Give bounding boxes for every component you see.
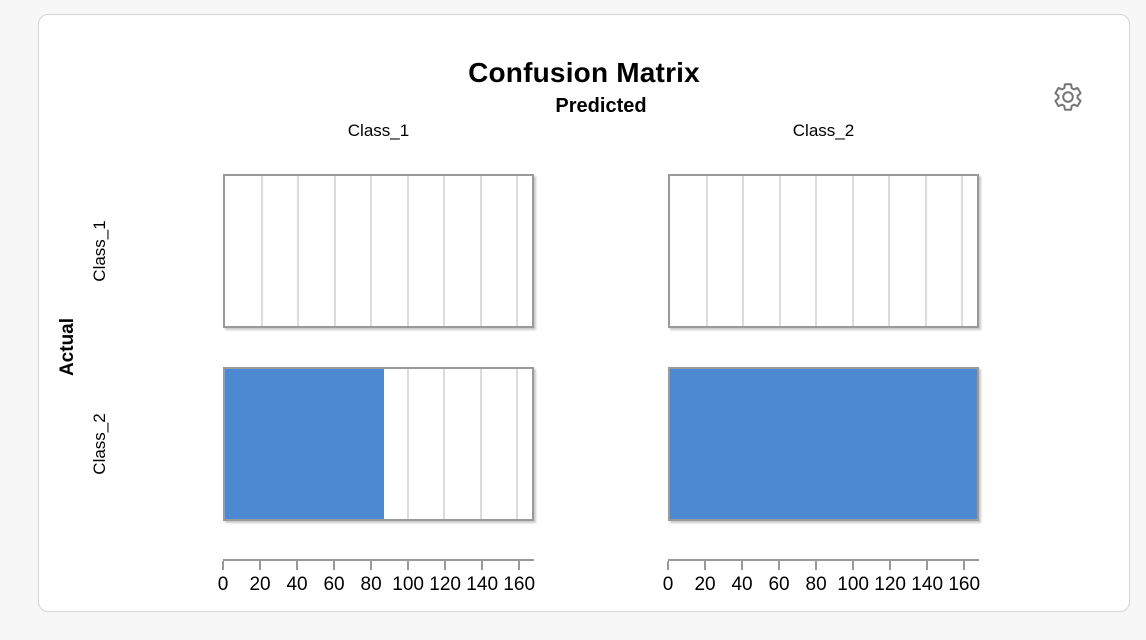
x-axis-tick-label: 140	[466, 574, 499, 595]
x-axis-tick-label: 0	[662, 574, 674, 595]
x-axis-tick	[704, 561, 707, 570]
x-axis-tick-label: 160	[948, 574, 981, 595]
x-axis-tick	[667, 561, 669, 570]
matrix-cell-actual-class1-predicted-class1	[223, 174, 534, 328]
gridline	[516, 369, 519, 519]
x-axis-tick-label: 20	[694, 574, 716, 595]
row-header-class-2: Class_2	[90, 413, 109, 475]
x-axis-tick	[222, 561, 224, 570]
column-header-class-1: Class_1	[347, 121, 410, 140]
chart-title: Confusion Matrix	[468, 57, 700, 88]
gridline	[888, 176, 891, 326]
x-axis-tick-label: 100	[837, 574, 869, 595]
x-axis-tick-label: 20	[249, 574, 271, 595]
gridline	[297, 176, 300, 326]
x-axis-tick-label: 40	[731, 574, 753, 595]
count-bar	[670, 369, 977, 519]
gridline	[406, 369, 409, 519]
x-axis-tick	[444, 561, 447, 570]
x-axis-class-2: 0 20 40 60 80 100 120 140 160	[663, 559, 981, 605]
gridline	[924, 176, 927, 326]
gridline	[479, 176, 482, 326]
x-axis-tick	[963, 561, 966, 570]
x-axis-tick	[741, 561, 744, 570]
x-axis-tick-label: 140	[911, 574, 944, 595]
chart-card: Confusion Matrix Predicted Class_1 Class…	[38, 14, 1130, 612]
x-axis-tick	[370, 561, 373, 570]
gridline	[742, 176, 745, 326]
x-axis-tick-label: 60	[323, 574, 345, 595]
x-axis-tick-label: 40	[286, 574, 308, 595]
row-header-class-1: Class_1	[90, 220, 109, 282]
gridline	[260, 176, 263, 326]
column-header-class-2: Class_2	[792, 121, 855, 140]
gridline	[815, 176, 818, 326]
x-axis-tick-label: 80	[805, 574, 827, 595]
gridline	[851, 176, 854, 326]
gridline	[443, 369, 446, 519]
x-axis-tick-label: 120	[429, 574, 461, 595]
matrix-cell-actual-class2-predicted-class2	[668, 367, 979, 521]
x-axis-tick	[518, 561, 521, 570]
x-axis-tick	[259, 561, 262, 570]
matrix-cell-actual-class2-predicted-class1	[223, 367, 534, 521]
x-axis-tick-label: 100	[392, 574, 424, 595]
actual-dimension-label: Actual	[57, 317, 78, 377]
x-axis-class-1: 0 20 40 60 80 100 120 140 160	[218, 559, 536, 605]
gear-icon	[1052, 81, 1086, 113]
x-axis-tick-label: 160	[503, 574, 536, 595]
gridline	[406, 176, 409, 326]
x-axis-tick	[889, 561, 892, 570]
gridline	[370, 176, 373, 326]
x-axis-tick-label: 120	[874, 574, 906, 595]
gridline	[333, 176, 336, 326]
gridline	[516, 176, 519, 326]
x-axis-tick	[481, 561, 484, 570]
x-axis-tick	[407, 561, 410, 570]
x-axis-tick	[333, 561, 336, 570]
matrix-cell-actual-class1-predicted-class2	[668, 174, 979, 328]
chart-options-button[interactable]	[1050, 78, 1088, 116]
predicted-dimension-label: Predicted	[555, 95, 647, 117]
x-axis-tick-label: 80	[360, 574, 382, 595]
x-axis-tick	[296, 561, 299, 570]
gridline	[479, 369, 482, 519]
x-axis-tick	[926, 561, 929, 570]
x-axis-tick-label: 60	[768, 574, 790, 595]
gridline	[778, 176, 781, 326]
x-axis-tick	[852, 561, 855, 570]
gridline	[961, 176, 964, 326]
gridline	[705, 176, 708, 326]
x-axis-tick	[778, 561, 781, 570]
count-bar	[225, 369, 384, 519]
x-axis-tick-label: 0	[217, 574, 229, 595]
x-axis-tick	[815, 561, 818, 570]
gridline	[443, 176, 446, 326]
